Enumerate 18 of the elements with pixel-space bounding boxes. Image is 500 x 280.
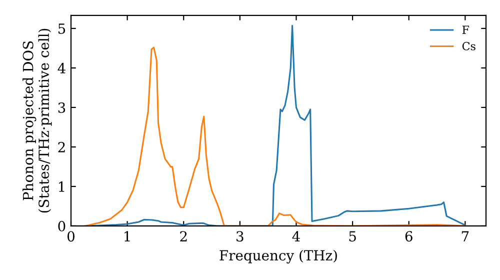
y-tick-label: 4 xyxy=(58,62,66,74)
x-tick-label: 2 xyxy=(180,231,187,242)
x-tick-label: 0 xyxy=(67,231,74,242)
x-tick-label: 5 xyxy=(349,231,356,242)
x-tick-label: 3 xyxy=(236,231,244,242)
legend-label: F xyxy=(462,26,470,34)
y-tick-label: 3 xyxy=(58,102,66,113)
x-tick-label: 1 xyxy=(124,231,130,242)
legend-label: Cs xyxy=(462,42,476,50)
x-tick-label: 6 xyxy=(405,231,412,242)
y-axis-title: Phonon projected DOS (States/THz·primitive cell) xyxy=(22,28,52,213)
x-tick-label: 7 xyxy=(462,231,469,242)
y-tick-label: 2 xyxy=(58,142,65,152)
y-tick-label: 5 xyxy=(58,24,66,34)
x-tick-label: 4 xyxy=(292,231,300,242)
x-axis-title: Frequency (THz) xyxy=(220,250,337,264)
y-tick-label: 0 xyxy=(58,220,66,232)
y-tick-label: 1 xyxy=(58,181,64,192)
